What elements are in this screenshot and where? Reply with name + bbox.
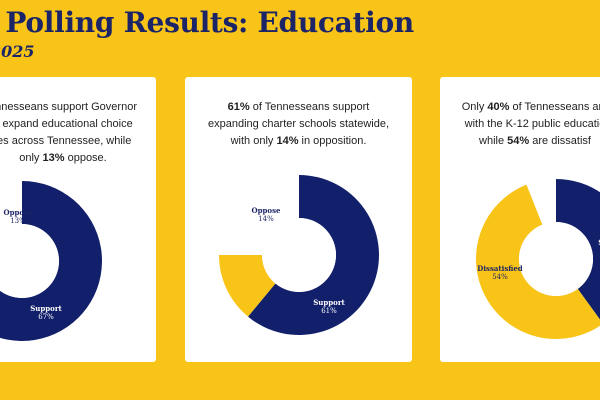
poll-card-educational-choice: ennesseans support Governor o expand edu…	[0, 77, 156, 362]
donut-segment-other	[219, 175, 299, 255]
poll-text-line: ies across Tennessee, while	[0, 135, 132, 147]
donut-hole	[519, 222, 593, 296]
segment-value-dissatisfied: 54%	[492, 273, 508, 281]
donut-segment-other	[526, 179, 556, 225]
donut-chart-public-education: Dissatisfied 54% Sa	[475, 179, 600, 339]
segment-value-support: 67%	[38, 313, 54, 321]
donut-segments	[0, 181, 102, 341]
poll-text-line: while 54% are dissatisf	[479, 135, 591, 147]
segment-label-satisfied: Sa	[598, 238, 600, 247]
donut-hole	[262, 218, 336, 292]
donut-segments	[475, 179, 600, 339]
donut-segment-support	[0, 181, 102, 341]
segment-label-oppose: Oppose	[252, 206, 281, 215]
donut-segment-support	[248, 175, 379, 335]
donut-hole	[0, 224, 59, 298]
segment-value-support: 61%	[321, 307, 337, 315]
donut-segment-oppose	[219, 255, 276, 317]
poll-card-public-education: Only 40% of Tennesseans are with the K-1…	[440, 77, 600, 362]
donut-chart-educational-choice: Oppose 13% Support 67%	[0, 181, 102, 341]
poll-text-line: 61% of Tennesseans support	[227, 101, 370, 113]
donut-segment-dissatisfied	[475, 184, 600, 339]
poll-text-line: ennesseans support Governor	[0, 101, 137, 113]
page-title: y Polling Results: Education	[0, 6, 414, 39]
donut-segment-satisfied	[556, 179, 600, 320]
segment-value-oppose: 13%	[10, 217, 26, 225]
donut-segment-other	[0, 181, 22, 232]
poll-text-line: o expand educational choice	[0, 118, 133, 130]
page-subtitle: 2025	[0, 42, 35, 61]
segment-value-oppose: 14%	[258, 215, 274, 223]
segment-label-support: Support	[313, 298, 345, 307]
donut-segments	[219, 175, 379, 335]
poll-text-line: with only 14% in opposition.	[230, 135, 367, 147]
segment-label-support: Support	[30, 304, 62, 313]
poll-text-line: expanding charter schools statewide,	[208, 118, 389, 130]
donut-chart-charter-schools: Oppose 14% Support 61%	[219, 175, 379, 335]
poll-card-text: 61% of Tennesseans support expanding cha…	[185, 99, 412, 150]
poll-text-line: Only 40% of Tennesseans are	[461, 101, 600, 113]
poll-card-charter-schools: 61% of Tennesseans support expanding cha…	[185, 77, 412, 362]
poll-card-text: ennesseans support Governor o expand edu…	[0, 99, 156, 167]
poll-text-line: with the K-12 public educatio	[464, 118, 600, 130]
poll-text-line: only 13% oppose.	[19, 152, 107, 164]
segment-label-dissatisfied: Dissatisfied	[477, 264, 523, 273]
poll-card-text: Only 40% of Tennesseans are with the K-1…	[440, 99, 600, 150]
segment-label-oppose: Oppose	[4, 208, 33, 217]
